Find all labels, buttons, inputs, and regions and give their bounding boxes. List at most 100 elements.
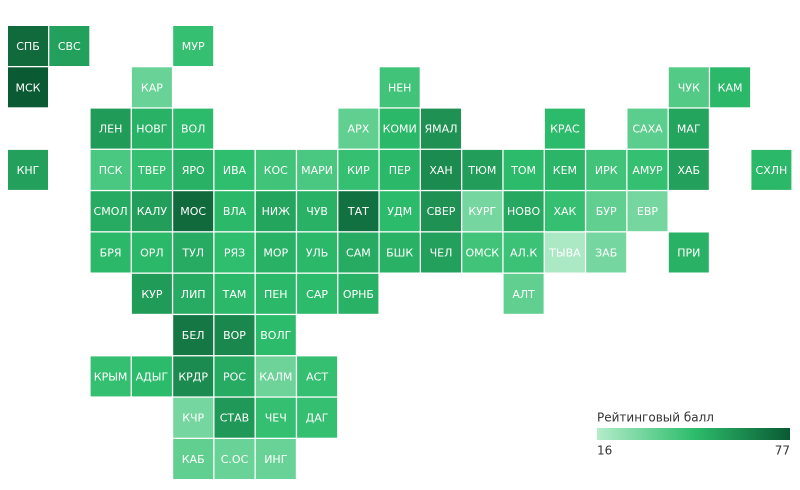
region-tile (214, 273, 255, 314)
region-label: СВЕР (427, 205, 456, 218)
legend-title: Рейтинговый балл (597, 411, 714, 425)
region-label: ЗАБ (595, 247, 617, 260)
region-tile (421, 149, 461, 190)
legend-max: 77 (775, 444, 790, 458)
region-label: КОМИ (383, 123, 417, 136)
region-label: ЯМАЛ (425, 123, 458, 136)
region-tile (214, 191, 255, 232)
region-tile (297, 356, 338, 397)
region-label: ЧУК (678, 81, 700, 94)
region-tile (586, 191, 627, 232)
region-tile (90, 232, 131, 273)
region-label: ЛИП (181, 288, 206, 301)
region-label: САХА (632, 123, 663, 136)
region-label: МАГ (677, 123, 701, 136)
region-label: КУР (141, 288, 163, 301)
region-label: БЕЛ (182, 329, 205, 342)
region-tile (90, 149, 131, 190)
region-tile (668, 232, 709, 273)
region-tile (90, 108, 131, 149)
region-label: С.ОС (221, 453, 249, 466)
region-tile (214, 232, 255, 273)
region-label: КАЛУ (137, 205, 168, 218)
region-label: БШК (386, 247, 413, 260)
region-tile (131, 67, 172, 108)
region-label: КАБ (182, 453, 205, 466)
region-tile (668, 108, 709, 149)
region-label: ХАН (429, 164, 452, 177)
region-label: ХАБ (677, 164, 700, 177)
region-tile (462, 232, 503, 273)
region-tile (131, 149, 172, 190)
legend-gradient (597, 428, 790, 440)
region-tile (379, 232, 420, 273)
region-tile (173, 26, 214, 66)
region-label: ТАТ (347, 205, 369, 218)
region-tile (131, 108, 172, 149)
region-tile (255, 191, 296, 232)
region-tile (214, 315, 255, 356)
region-label: ОРЛ (140, 247, 164, 260)
region-tile (421, 108, 461, 149)
region-label: ПЕР (389, 164, 411, 177)
region-label: МОР (263, 247, 288, 260)
region-label: НОВО (507, 205, 540, 218)
region-label: ТЮМ (467, 164, 496, 177)
region-tile (173, 232, 214, 273)
region-tile (8, 26, 48, 66)
region-tile (544, 149, 585, 190)
region-label: ЧЕЧ (265, 412, 287, 425)
legend-min: 16 (597, 444, 612, 458)
region-tile (8, 149, 48, 190)
region-tile (503, 273, 544, 314)
region-label: САР (306, 288, 328, 301)
region-label: МУР (182, 40, 205, 53)
region-label: АЛ.К (510, 247, 537, 260)
region-tile (544, 232, 585, 273)
region-tile (131, 191, 172, 232)
region-tile (462, 149, 503, 190)
region-label: АСТ (306, 370, 328, 383)
region-tile (544, 191, 585, 232)
region-label: АДЫГ (136, 370, 169, 383)
region-tile (379, 191, 420, 232)
region-label: ВОЛГ (260, 329, 291, 342)
region-tile (421, 232, 461, 273)
region-label: КАЛМ (259, 370, 292, 383)
region-label: МСК (16, 81, 41, 94)
region-tile (214, 397, 255, 438)
region-tile (90, 191, 131, 232)
region-tile (255, 149, 296, 190)
region-label: БРЯ (100, 247, 122, 260)
region-tile (255, 273, 296, 314)
region-label: ПЕН (264, 288, 288, 301)
region-tile (297, 397, 338, 438)
region-tile (255, 397, 296, 438)
region-tile (173, 273, 214, 314)
region-label: НЕН (388, 81, 412, 94)
region-tile (544, 108, 585, 149)
region-label: ДАГ (306, 412, 329, 425)
region-tile (503, 149, 544, 190)
region-label: РЯЗ (224, 247, 245, 260)
region-label: ЧЕЛ (430, 247, 453, 260)
region-tile (255, 356, 296, 397)
region-label: УЛЬ (306, 247, 329, 260)
region-tile (131, 273, 172, 314)
region-tile (710, 67, 751, 108)
region-tile (627, 191, 668, 232)
region-label: ВЛА (223, 205, 247, 218)
region-tile (338, 232, 379, 273)
region-label: ИНГ (264, 453, 288, 466)
region-tile (379, 108, 420, 149)
region-label: ИВА (223, 164, 247, 177)
region-tile (503, 232, 544, 273)
region-tile (49, 26, 90, 66)
region-label: ТОМ (510, 164, 536, 177)
region-label: КРЫМ (94, 370, 128, 383)
region-label: ПРИ (677, 247, 700, 260)
region-tile (297, 232, 338, 273)
region-tile (173, 108, 214, 149)
region-tile (255, 315, 296, 356)
region-label: ТАМ (222, 288, 247, 301)
